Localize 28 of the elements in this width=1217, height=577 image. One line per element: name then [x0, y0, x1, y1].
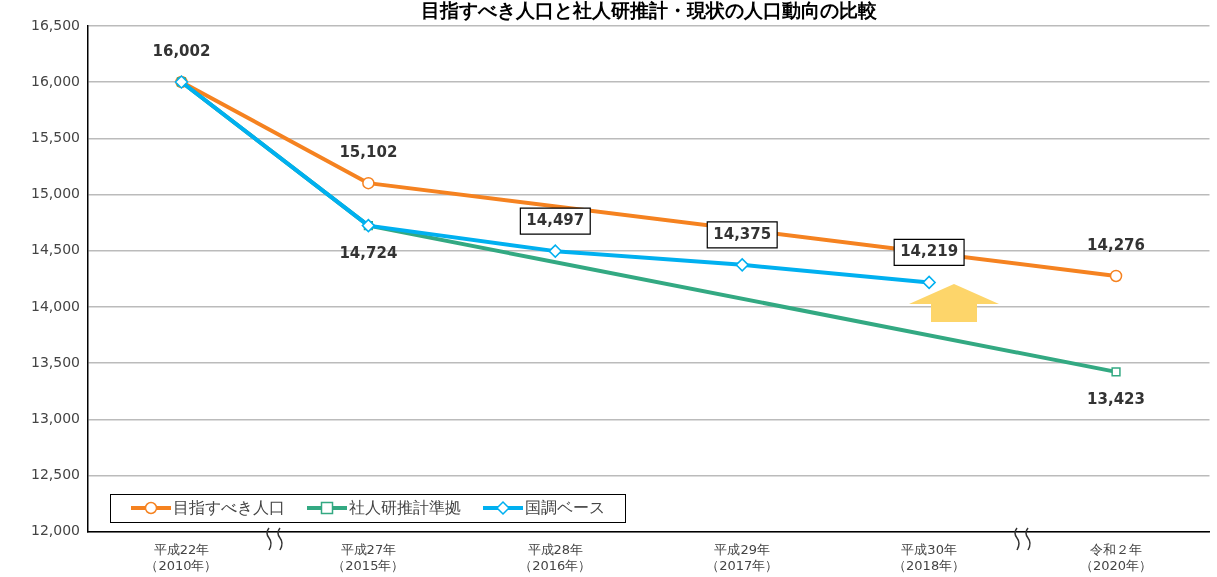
x-tick-label: 平成22年（2010年） — [145, 541, 218, 573]
y-tick-label: 14,500 — [31, 241, 80, 258]
x-tick-label: 平成30年（2018年） — [893, 541, 966, 573]
y-tick-label: 12,000 — [31, 522, 80, 539]
data-label: 14,276 — [1087, 235, 1145, 254]
y-tick-label: 16,000 — [31, 72, 80, 89]
y-tick-label: 15,000 — [31, 185, 80, 202]
legend-label: 社人研推計準拠 — [349, 497, 461, 519]
data-label: 14,375 — [713, 224, 772, 243]
data-label: 16,002 — [152, 41, 211, 60]
y-tick-label: 15,500 — [31, 129, 80, 146]
x-tick-label: 平成28年（2016年） — [519, 541, 592, 573]
legend-label: 国調ベース — [525, 497, 605, 519]
legend-label: 目指すべき人口 — [173, 497, 285, 519]
y-tick-label: 14,000 — [31, 297, 80, 314]
y-tick-label: 12,500 — [31, 466, 80, 483]
x-tick-label: 平成27年（2015年） — [332, 541, 405, 573]
y-tick-label: 16,500 — [31, 16, 80, 33]
data-label: 13,423 — [1087, 389, 1145, 408]
x-tick-label: 平成29年（2017年） — [706, 541, 779, 573]
x-tick-label: 令和２年（2020年） — [1079, 541, 1153, 573]
y-tick-label: 13,500 — [31, 353, 80, 370]
chart-title: 目指すべき人口と社人研推計・現状の人口動向の比較 — [420, 0, 878, 21]
data-label: 15,102 — [339, 143, 398, 162]
y-tick-label: 13,000 — [31, 410, 80, 427]
data-label: 14,497 — [526, 211, 585, 230]
data-label: 14,219 — [900, 242, 959, 261]
data-label: 14,724 — [339, 243, 398, 262]
